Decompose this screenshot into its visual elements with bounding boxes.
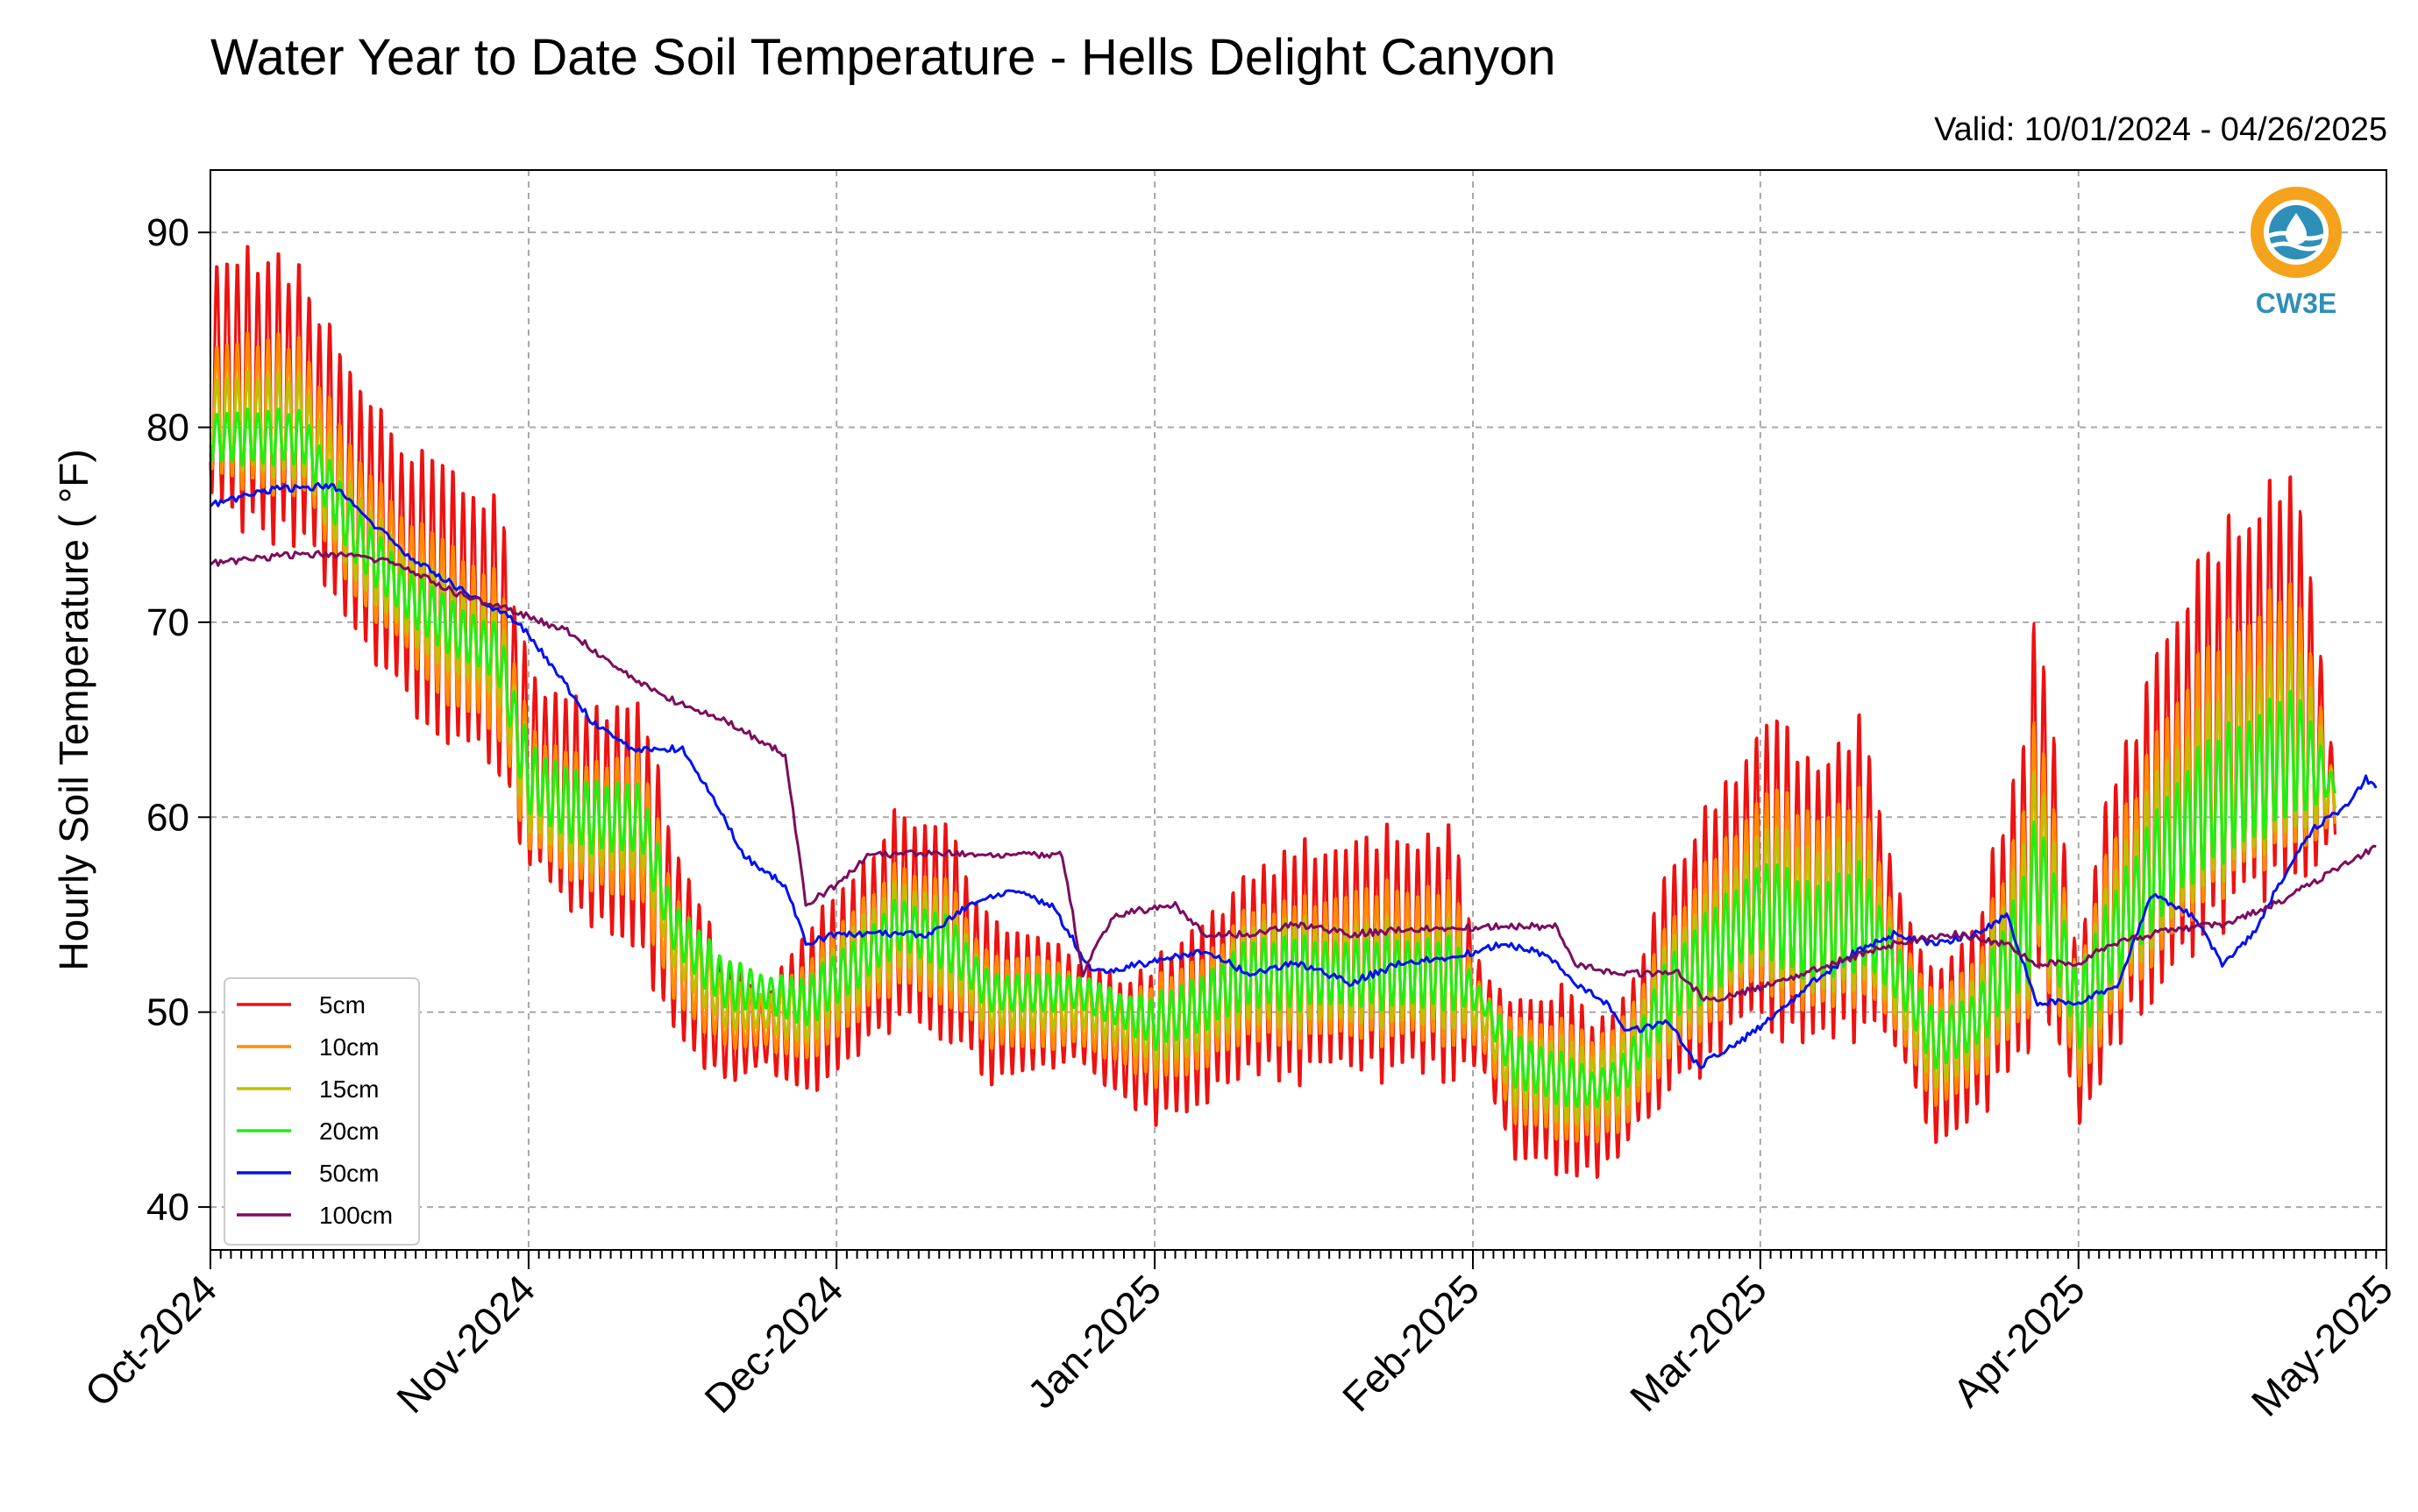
series-line-5cm <box>209 245 2337 1179</box>
y-tick-label: 80 <box>146 407 189 450</box>
series-lines <box>209 245 2378 1179</box>
cw3e-logo-text: CW3E <box>2256 287 2336 319</box>
series-line-20cm <box>209 408 2337 1109</box>
legend-label: 20cm <box>319 1118 379 1145</box>
legend-box <box>224 977 420 1246</box>
legend: 5cm 10cm 15cm 20cm 50cm 100cm <box>224 977 420 1246</box>
legend-label: 50cm <box>319 1160 379 1187</box>
y-tick-label: 40 <box>146 1186 189 1229</box>
y-tick-label: 70 <box>146 601 189 644</box>
cw3e-logo-droplet-icon <box>2286 213 2307 245</box>
cw3e-logo: CW3E <box>2251 187 2342 319</box>
y-tick-label: 90 <box>146 211 189 254</box>
chart-title: Water Year to Date Soil Temperature - He… <box>210 29 1556 86</box>
legend-label: 10cm <box>319 1033 379 1061</box>
legend-label: 5cm <box>319 991 366 1019</box>
y-tick-label: 50 <box>146 991 189 1034</box>
legend-label: 15cm <box>319 1075 379 1103</box>
y-axis-label: Hourly Soil Temperature ( °F) <box>51 449 96 970</box>
grid-lines <box>210 170 2386 1250</box>
y-tick-label: 60 <box>146 796 189 839</box>
legend-label: 100cm <box>319 1202 393 1229</box>
series-line-50cm <box>209 482 2378 1069</box>
series-line-100cm <box>209 550 2377 1003</box>
chart-subtitle: Valid: 10/01/2024 - 04/26/2025 <box>1934 111 2387 148</box>
